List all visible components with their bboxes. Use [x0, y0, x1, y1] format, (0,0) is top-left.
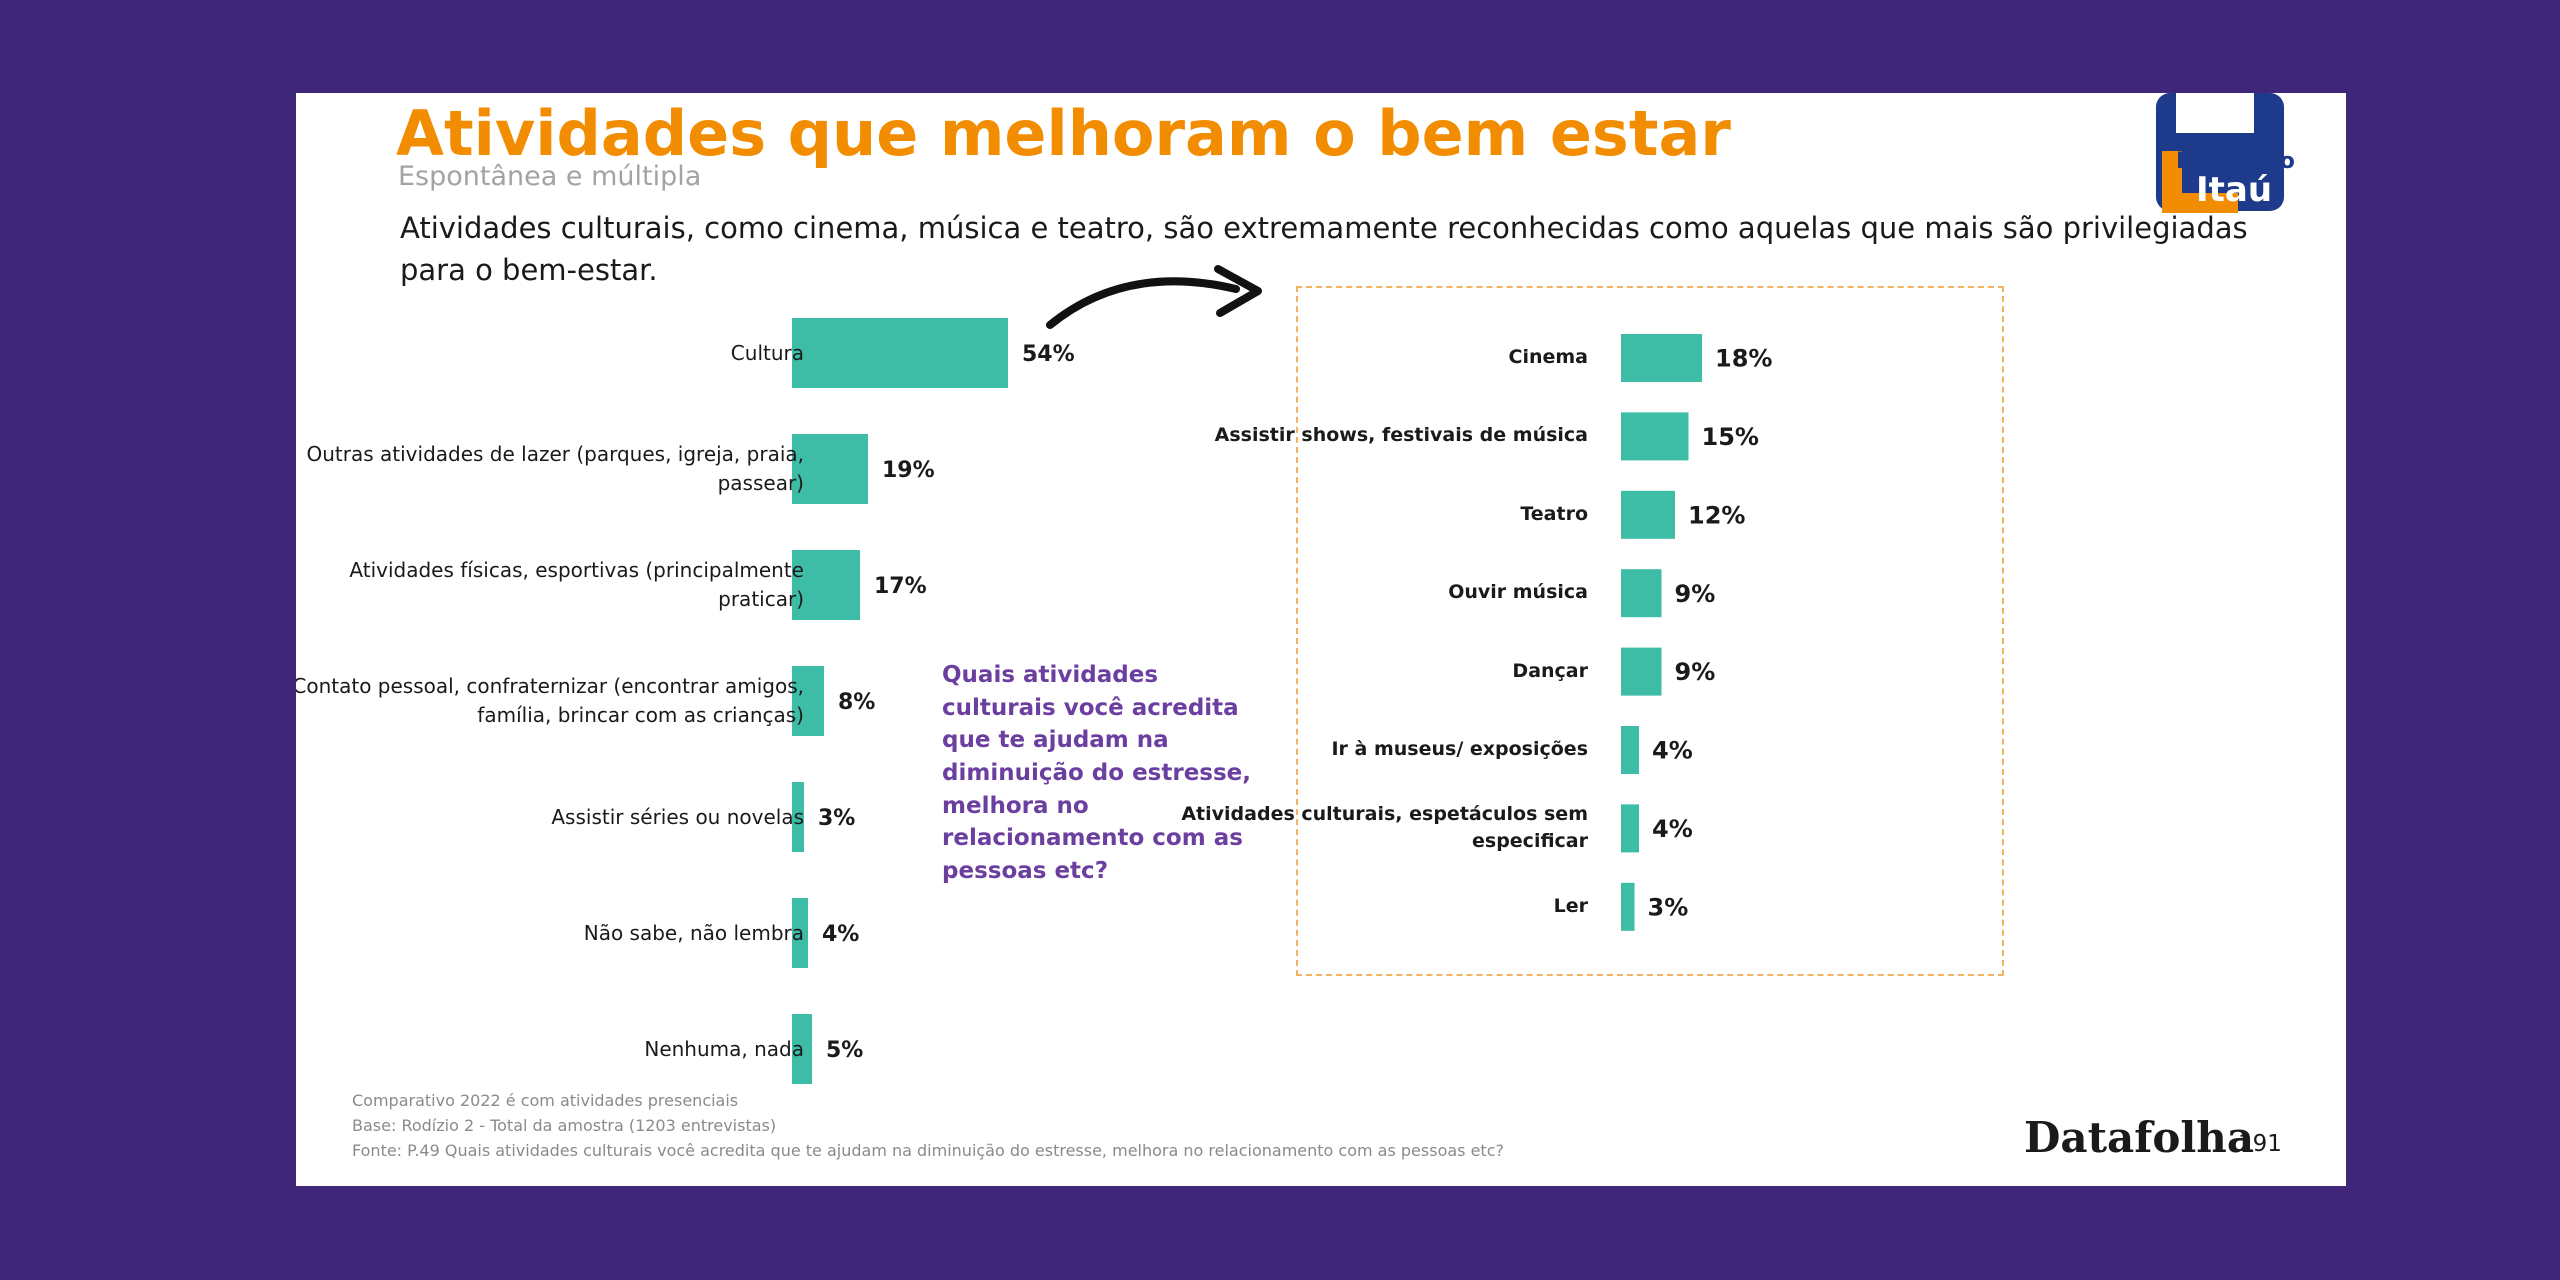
value-label-2: 19%	[882, 458, 935, 483]
bar-5	[792, 782, 804, 852]
value-label-5: 3%	[818, 806, 855, 831]
chart-activities: 54% 19% 17% 8% 3% 4% 5%	[792, 318, 1075, 1084]
category-label-3: Teatro	[1520, 502, 1588, 525]
value-label-3: 17%	[874, 574, 927, 599]
bar-7	[792, 1014, 812, 1084]
curved-arrow-icon	[1046, 265, 1262, 329]
category-label-2: Outras atividades de lazer (parques, igr…	[306, 442, 805, 495]
category-label-7: Atividades culturais, espetáculos sem es…	[1181, 802, 1588, 853]
value-label-7: 5%	[826, 1038, 863, 1063]
bar-1	[792, 318, 1008, 388]
bar-4	[1621, 569, 1662, 618]
value-label-8: 3%	[1648, 893, 1689, 921]
value-label-1: 54%	[1022, 342, 1075, 367]
bar-1	[1621, 334, 1702, 382]
category-label-5: Dançar	[1512, 659, 1588, 682]
logo-text-fundacao: Fundação	[2176, 149, 2295, 174]
value-label-7: 4%	[1652, 815, 1693, 843]
page-subtitle: Espontânea e múltipla	[398, 161, 702, 192]
footnote-base: Base: Rodízio 2 - Total da amostra (1203…	[352, 1116, 777, 1135]
category-label-3: Atividades físicas, esportivas (principa…	[349, 558, 804, 611]
fundacao-itau-logo-icon	[2156, 93, 2284, 213]
category-label-7: Nenhuma, nada	[644, 1036, 804, 1061]
datafolha-brand: Datafolha	[2024, 1113, 2255, 1162]
value-label-1: 18%	[1715, 345, 1772, 373]
category-label-8: Ler	[1553, 894, 1588, 917]
value-label-5: 9%	[1675, 658, 1716, 686]
bar-8	[1621, 882, 1635, 931]
bar-5	[1621, 647, 1662, 696]
footnote-fonte: Fonte: P.49 Quais atividades culturais v…	[352, 1141, 1504, 1160]
value-label-6: 4%	[1652, 737, 1693, 765]
culture-breakdown-box	[1296, 286, 2004, 976]
category-label-1: Cultura	[730, 340, 804, 365]
category-label-6: Ir à museus/ exposições	[1331, 738, 1588, 760]
bar-6	[792, 898, 808, 968]
logo-text-itau: Itaú	[2196, 170, 2273, 210]
value-label-3: 12%	[1688, 501, 1745, 529]
callout-question: Quais atividades culturais você acredita…	[942, 662, 1252, 884]
value-label-6: 4%	[822, 922, 859, 947]
bar-6	[1621, 726, 1639, 774]
value-label-2: 15%	[1702, 423, 1759, 451]
bar-7	[1621, 804, 1639, 853]
value-label-4: 8%	[838, 690, 875, 715]
footnote-comparativo: Comparativo 2022 é com atividades presen…	[352, 1091, 739, 1110]
bar-2	[1621, 412, 1689, 461]
bar-3	[792, 550, 860, 620]
slide: Atividades que melhoram o bem estar Espo…	[296, 93, 2346, 1186]
page-title: Atividades que melhoram o bem estar	[396, 97, 1731, 170]
bar-4	[792, 666, 824, 736]
bar-2	[792, 434, 868, 504]
chart-culture-activities: 18% 15% 12% 9% 9% 4% 4% 3%	[1621, 334, 1772, 931]
category-label-4: Contato pessoal, confraternizar (encontr…	[296, 674, 804, 727]
value-label-4: 9%	[1675, 580, 1716, 608]
category-label-4: Ouvir música	[1448, 581, 1588, 604]
category-label-5: Assistir séries ou novelas	[551, 804, 804, 829]
category-label-1: Cinema	[1508, 346, 1589, 368]
page-description: Atividades culturais, como cinema, músic…	[400, 211, 2248, 288]
category-label-6: Não sabe, não lembra	[583, 920, 804, 945]
bar-3	[1621, 490, 1675, 539]
page-number: 191	[2238, 1131, 2282, 1157]
category-label-2: Assistir shows, festivais de música	[1214, 424, 1588, 447]
